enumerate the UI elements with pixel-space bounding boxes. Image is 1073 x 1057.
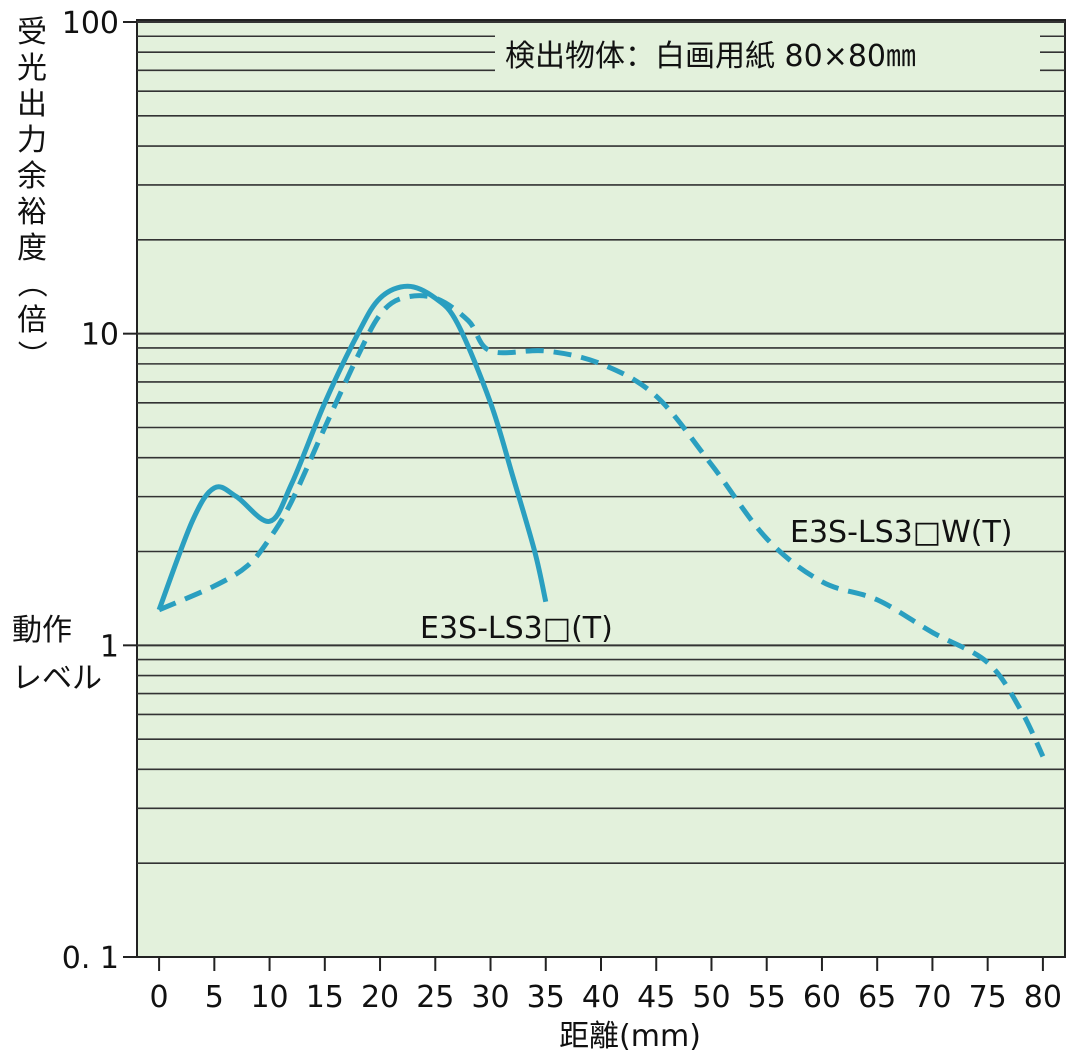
plot-area	[136, 19, 1066, 958]
x-tick-label: 45	[637, 980, 675, 1015]
x-tick-label: 55	[748, 980, 786, 1015]
series-layer	[156, 283, 1046, 758]
y-axis-title-char: 裕	[17, 195, 47, 230]
annotation-text: 検出物体：白画用紙 80×80㎜	[505, 39, 916, 74]
x-tick-label: 30	[471, 980, 509, 1015]
x-tick-label: 20	[361, 980, 399, 1015]
series-line-e3s-ls3-t	[156, 283, 549, 611]
y-axis: 100 10 1 0. 1	[62, 6, 137, 976]
y-axis-title-char: 光	[17, 51, 47, 86]
y-axis-title-char: 倍	[17, 303, 47, 338]
x-tick-label: 65	[858, 980, 896, 1015]
x-tick-label: 80	[1024, 980, 1062, 1015]
x-tick-label: 25	[416, 980, 454, 1015]
x-axis-title: 距離(mm)	[559, 1019, 701, 1054]
x-tick-label: 5	[205, 980, 224, 1015]
x-tick-label: 10	[250, 980, 288, 1015]
x-tick-label: 35	[527, 980, 565, 1015]
y-axis-title-char: 受	[17, 15, 47, 50]
series-label-e3s-ls3-w-t: E3S-LS3□W(T)	[790, 515, 1013, 550]
y-axis-title-char: ）	[13, 340, 48, 370]
annotation-box	[495, 30, 1040, 80]
y-axis-title-char: 力	[17, 123, 47, 158]
y-tick-label: 100	[62, 6, 119, 41]
series-label-e3s-ls3-t: E3S-LS3□(T)	[420, 611, 613, 646]
y-axis-title-char: 余	[17, 159, 47, 194]
y-tick-label: 10	[81, 318, 119, 353]
y-axis-title-char: 出	[17, 87, 47, 122]
x-tick-label: 15	[306, 980, 344, 1015]
x-axis: 0 5 10 15 20 25 30 35 40 45 50 55 60 65 70 75 80	[150, 957, 1062, 1015]
operating-level-label-line1: 動作	[12, 613, 72, 648]
x-tick-label: 75	[969, 980, 1007, 1015]
x-tick-label: 60	[803, 980, 841, 1015]
x-tick-label: 0	[150, 980, 169, 1015]
y-tick-label: 1	[100, 629, 119, 664]
y-tick-label: 0. 1	[62, 941, 119, 976]
y-axis-title-char: （	[13, 268, 48, 298]
x-tick-label: 50	[692, 980, 730, 1015]
series-line-e3s-ls3-w-t	[158, 293, 1046, 758]
operating-level-label-line2: レベル	[12, 661, 102, 696]
y-axis-title-char: 度	[17, 231, 47, 266]
x-tick-label: 40	[582, 980, 620, 1015]
x-tick-label: 70	[913, 980, 951, 1015]
